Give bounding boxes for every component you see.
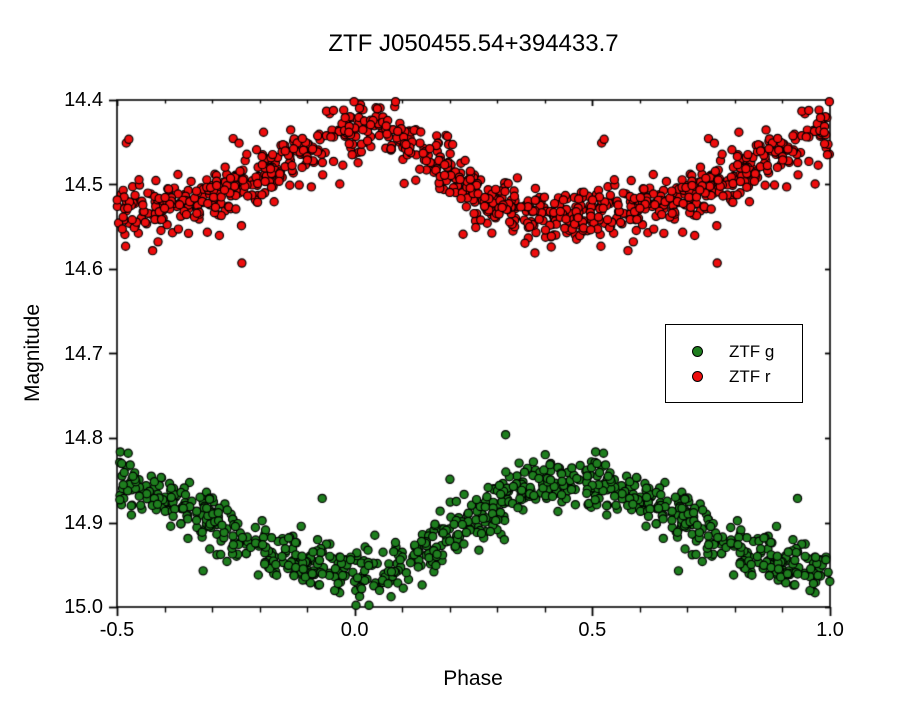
y-tick-label: 14.9: [64, 511, 103, 534]
legend: ZTF g ZTF r: [665, 324, 803, 403]
y-tick-label: 14.4: [64, 89, 103, 111]
x-axis-title: Phase: [443, 667, 503, 690]
ztf-g-marker-icon: [692, 345, 703, 357]
legend-label-ztf-g: ZTF g: [729, 341, 775, 361]
x-tick-label: 1.0: [816, 619, 844, 641]
y-tick-label: 14.7: [64, 342, 103, 365]
ztf-r-marker-icon: [692, 370, 703, 382]
y-tick-label: 14.6: [64, 258, 103, 280]
x-tick-label: 0.0: [340, 619, 369, 641]
x-tick-label: -0.5: [99, 619, 135, 641]
x-tick-label: 0.5: [578, 619, 607, 641]
legend-item-ztf-r: ZTF r: [666, 364, 802, 389]
legend-label-ztf-r: ZTF r: [729, 366, 771, 386]
y-tick-label: 14.5: [64, 173, 103, 196]
y-tick-label: 14.8: [64, 427, 103, 449]
y-tick-label: 15.0: [64, 596, 103, 618]
legend-item-ztf-g: ZTF g: [666, 339, 802, 364]
y-axis-title: Magnitude: [21, 303, 44, 403]
